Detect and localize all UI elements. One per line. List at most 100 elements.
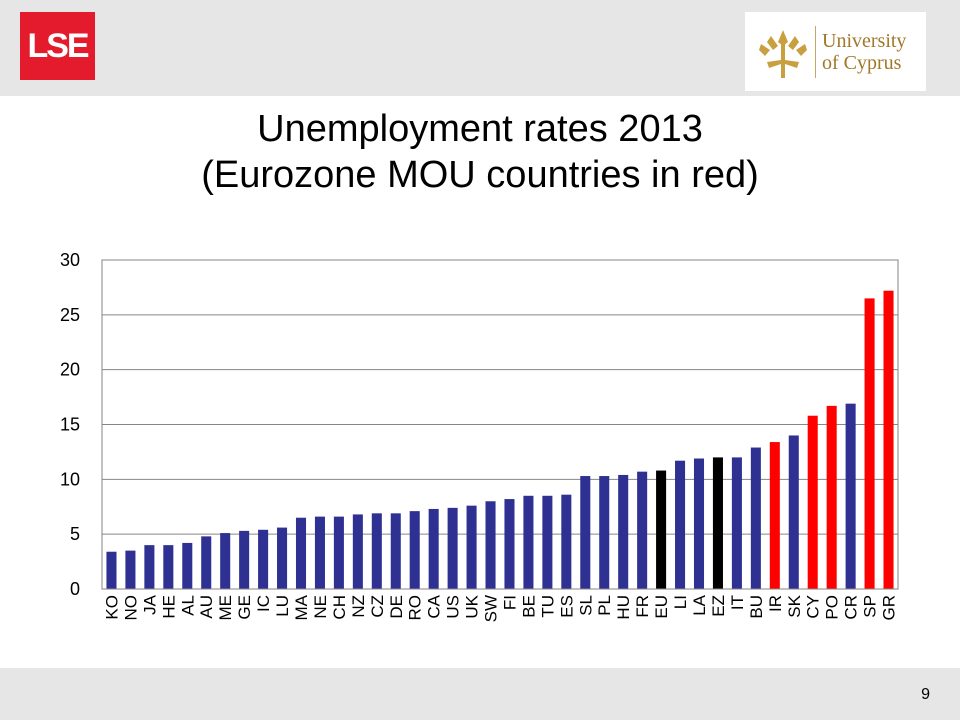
bar-cz bbox=[371, 513, 382, 589]
bar-sk bbox=[788, 435, 799, 589]
lse-logo: LSE bbox=[20, 12, 95, 80]
slide-title-line2: (Eurozone MOU countries in red) bbox=[201, 154, 759, 196]
bar-fr bbox=[637, 471, 648, 589]
x-tick-label: IT bbox=[728, 595, 747, 610]
x-tick-label: GE bbox=[235, 595, 254, 620]
x-tick-label: CY bbox=[804, 595, 823, 619]
x-tick-label: BU bbox=[747, 595, 766, 619]
x-tick-label: ES bbox=[557, 595, 576, 618]
footer-band bbox=[0, 668, 960, 720]
x-tick-label: LI bbox=[671, 595, 690, 609]
bar-ko bbox=[106, 551, 117, 589]
x-tick-label: IR bbox=[766, 595, 785, 612]
bar-us bbox=[447, 507, 458, 589]
y-tick-label: 10 bbox=[60, 469, 80, 489]
bar-de bbox=[390, 513, 401, 589]
bar-li bbox=[675, 460, 686, 589]
logo-divider bbox=[815, 25, 816, 78]
x-tick-label: NZ bbox=[349, 595, 368, 618]
unemployment-bar-chart: 0 5 10 15 20 25 30 KO NO JA HE AL AU ME GE IC LU MA NE CH NZ… bbox=[60, 250, 899, 622]
bar-ro bbox=[409, 511, 420, 589]
bar-me bbox=[220, 533, 231, 589]
y-tick-label: 0 bbox=[70, 579, 80, 599]
ucy-logo-text: University of Cyprus bbox=[822, 30, 906, 74]
slide-title-line1: Unemployment rates 2013 bbox=[257, 108, 703, 150]
x-tick-label: SL bbox=[576, 595, 595, 616]
x-tick-label: DE bbox=[387, 595, 406, 619]
bar-ez bbox=[712, 457, 723, 589]
x-tick-label: NE bbox=[311, 595, 330, 619]
ucy-logo-line1: University bbox=[822, 29, 907, 52]
x-tick-label: PO bbox=[823, 595, 842, 620]
bar-la bbox=[693, 458, 705, 589]
y-tick-label: 5 bbox=[70, 524, 80, 544]
x-tick-label: HE bbox=[159, 595, 178, 619]
bar-uk bbox=[466, 505, 477, 589]
x-tick-label: JA bbox=[140, 594, 159, 615]
y-tick-label: 20 bbox=[60, 360, 80, 380]
x-tick-label: BE bbox=[519, 595, 538, 618]
bar-no bbox=[125, 550, 136, 589]
bar-ja bbox=[144, 545, 155, 589]
bar-sp bbox=[864, 298, 875, 589]
x-tick-label: CR bbox=[842, 595, 861, 620]
bar-lu bbox=[277, 527, 288, 589]
x-tick-label: US bbox=[444, 595, 463, 619]
x-tick-label: EU bbox=[652, 595, 671, 619]
x-tick-label: ME bbox=[216, 595, 235, 621]
lse-logo-text: LSE bbox=[27, 26, 89, 65]
x-tick-label: KO bbox=[102, 595, 121, 620]
bar-pl bbox=[599, 476, 610, 589]
bar-he bbox=[163, 545, 174, 589]
x-tick-label: LU bbox=[273, 595, 292, 617]
bar-sl bbox=[580, 476, 591, 589]
x-tick-label: FR bbox=[633, 595, 652, 618]
bar-ca bbox=[428, 508, 439, 589]
bar-cr bbox=[845, 403, 856, 589]
bar-eu bbox=[656, 470, 667, 589]
y-tick-label: 25 bbox=[60, 305, 80, 325]
tree-emblem-icon bbox=[759, 29, 807, 78]
bar-fi bbox=[504, 499, 515, 589]
x-tick-label: IC bbox=[254, 595, 273, 612]
bar-bu bbox=[750, 447, 761, 589]
page-number: 9 bbox=[921, 686, 930, 703]
y-tick-label: 15 bbox=[60, 415, 80, 435]
bar-es bbox=[561, 494, 572, 589]
bar-ne bbox=[314, 516, 325, 589]
bar-ic bbox=[258, 529, 269, 589]
x-tick-label: EZ bbox=[709, 595, 728, 617]
x-tick-label: AL bbox=[178, 595, 197, 616]
x-tick-label: CZ bbox=[368, 595, 387, 618]
bar-tu bbox=[542, 495, 553, 589]
x-tick-label: SP bbox=[861, 595, 880, 618]
bar-sw bbox=[485, 501, 496, 589]
x-tick-label: TU bbox=[538, 595, 557, 618]
x-tick-label: PL bbox=[595, 595, 614, 616]
bar-ge bbox=[239, 530, 250, 589]
x-tick-label: SK bbox=[785, 594, 804, 617]
bar-gr bbox=[883, 290, 894, 589]
x-tick-label: LA bbox=[690, 594, 709, 615]
bar-po bbox=[826, 405, 837, 589]
x-tick-label: CH bbox=[330, 595, 349, 620]
x-tick-label: NO bbox=[121, 595, 140, 621]
bar-ma bbox=[295, 517, 307, 589]
bar-cy bbox=[807, 415, 818, 589]
bar-nz bbox=[352, 514, 363, 589]
bar-au bbox=[201, 536, 212, 589]
x-tick-label: AU bbox=[197, 595, 216, 619]
bar-it bbox=[731, 457, 742, 589]
slide-title: Unemployment rates 2013 (Eurozone MOU co… bbox=[0, 106, 960, 198]
x-tick-label: FI bbox=[500, 595, 519, 610]
bar-hu bbox=[618, 474, 629, 589]
y-tick-label: 30 bbox=[60, 250, 80, 270]
bar-ch bbox=[333, 516, 344, 589]
x-tick-label: HU bbox=[614, 595, 633, 620]
university-of-cyprus-logo: University of Cyprus bbox=[745, 12, 926, 91]
bar-al bbox=[182, 542, 193, 589]
ucy-logo-line2: of Cyprus bbox=[822, 51, 902, 74]
bar-be bbox=[523, 495, 534, 589]
x-tick-label: CA bbox=[425, 594, 444, 618]
bar-ir bbox=[769, 442, 780, 589]
